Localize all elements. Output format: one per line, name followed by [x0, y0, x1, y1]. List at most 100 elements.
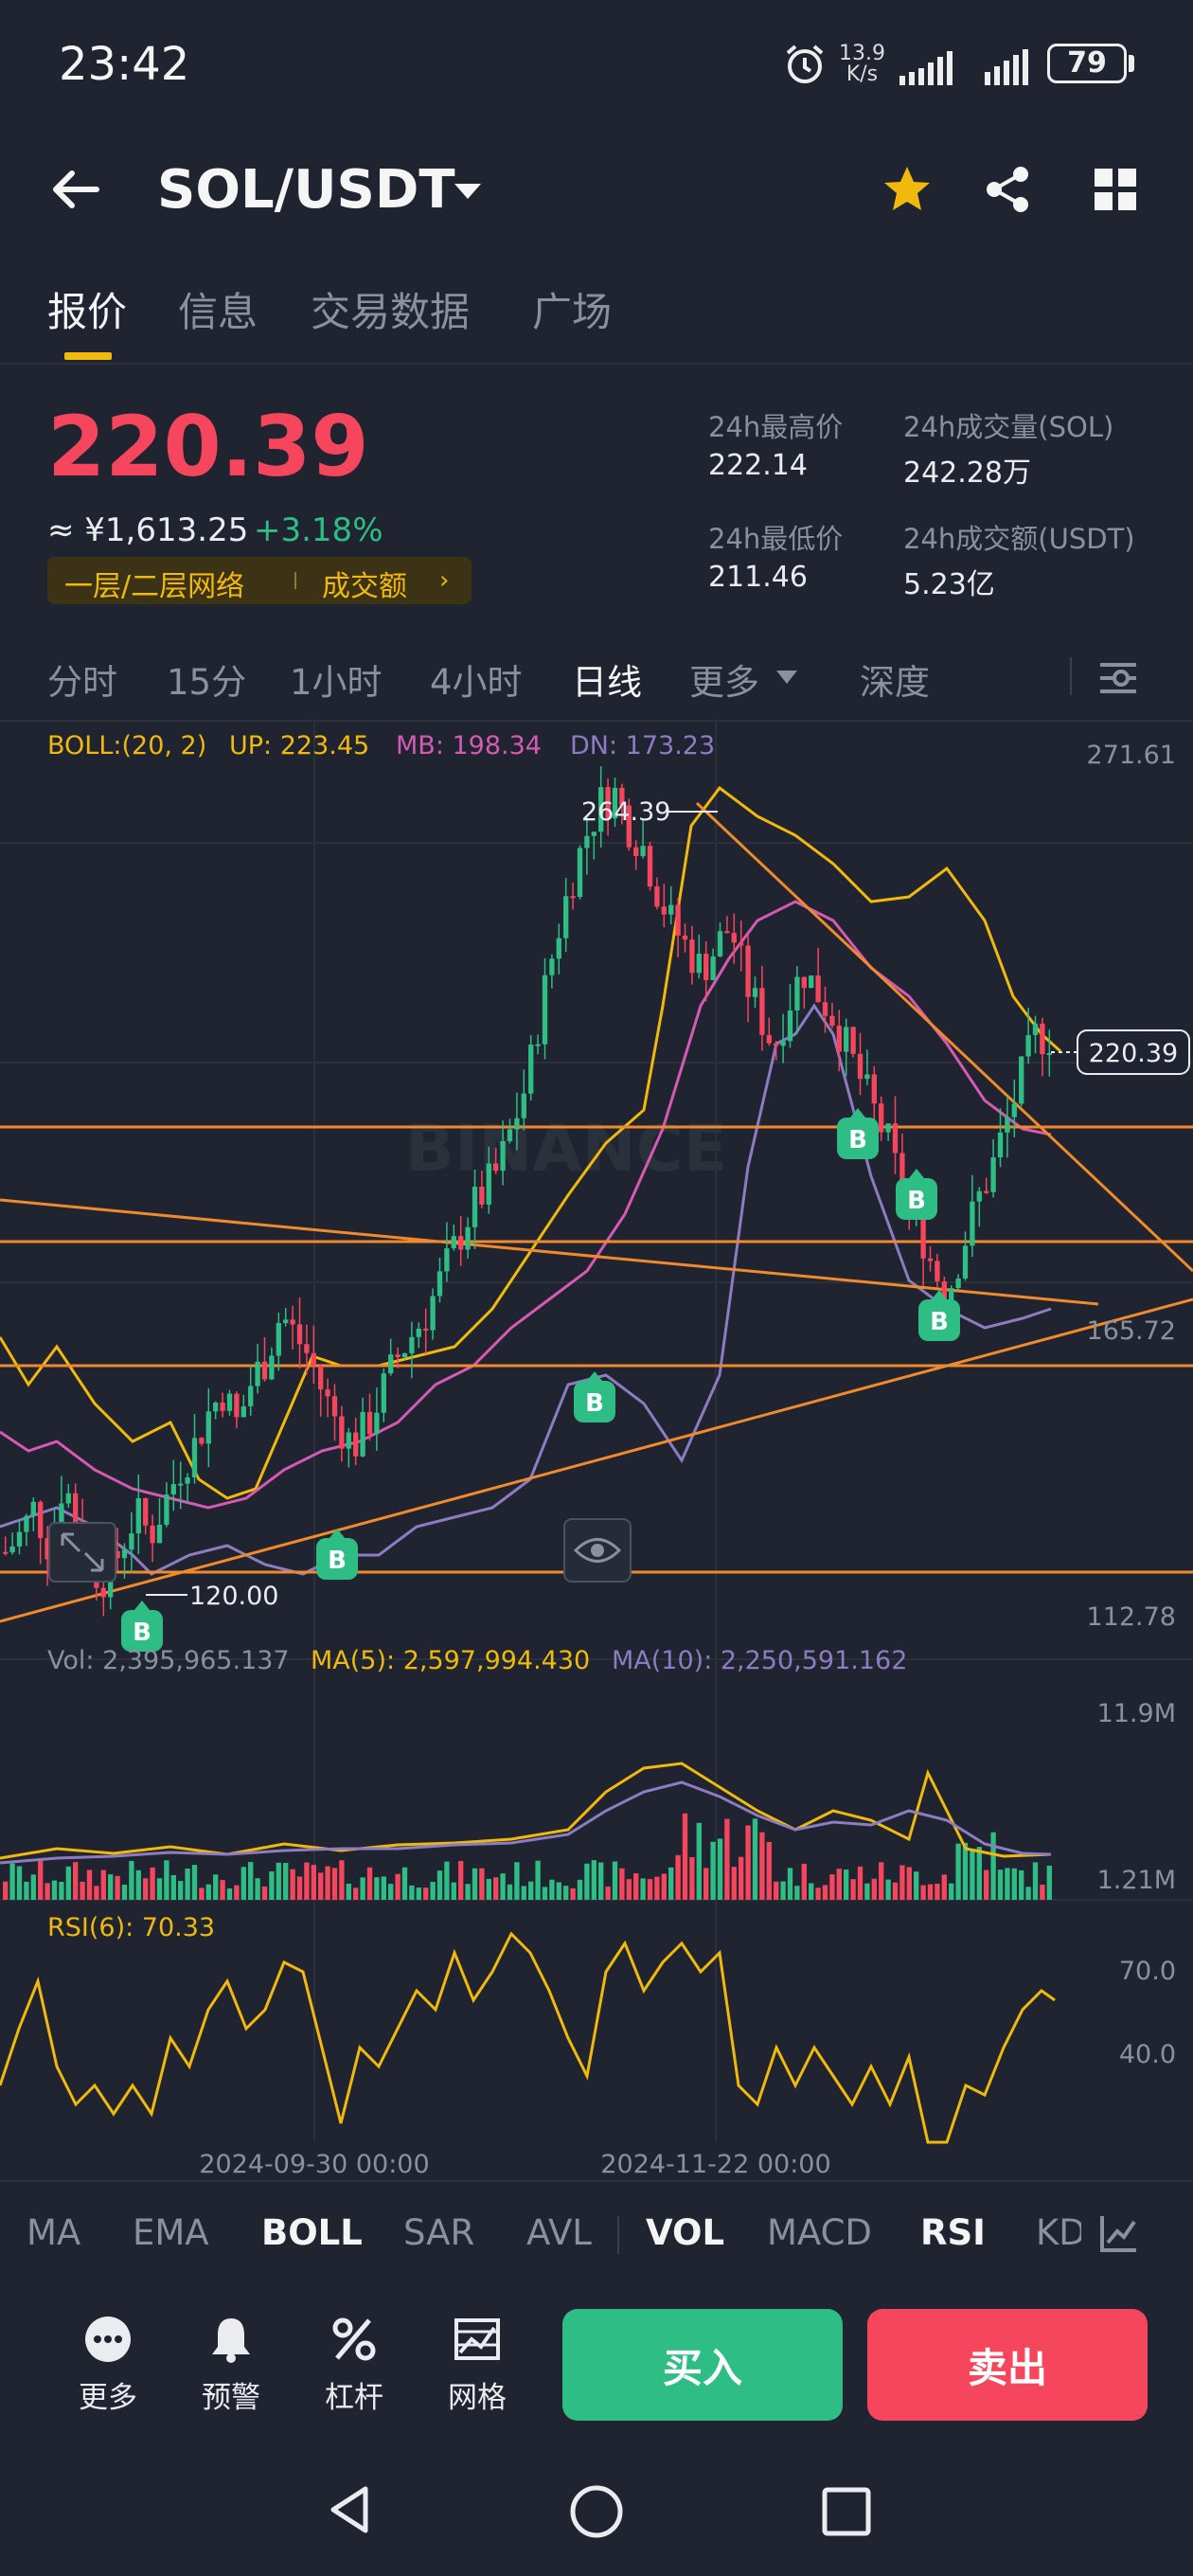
- candle-body: [24, 1515, 29, 1532]
- tag-bar[interactable]: [47, 557, 472, 604]
- trend-downward: [0, 1198, 1099, 1306]
- candle-body: [935, 1261, 940, 1281]
- trading-pair-title[interactable]: SOL/USDT: [157, 159, 455, 221]
- indicator-tab-vol[interactable]: VOL: [646, 2212, 725, 2253]
- candle-body: [205, 1411, 211, 1444]
- svg-text:B: B: [907, 1187, 926, 1215]
- action-more-label[interactable]: 更多: [79, 2381, 137, 2415]
- candle-body: [514, 1118, 520, 1130]
- volume-bar: [30, 1874, 36, 1900]
- sell-button[interactable]: 卖出: [867, 2309, 1148, 2421]
- indicator-tab-sar[interactable]: SAR: [403, 2212, 475, 2253]
- price-chart[interactable]: BINANCE 220.39 271.61 165.72 112.78 264.…: [0, 722, 1193, 2180]
- volume-bar: [1005, 1868, 1010, 1900]
- indicator-tab-ma[interactable]: MA: [27, 2212, 81, 2253]
- volume-bar: [731, 1867, 737, 1900]
- volume-bar: [395, 1873, 401, 1900]
- leverage-icon[interactable]: [329, 2315, 379, 2364]
- candle-body: [185, 1476, 190, 1484]
- stat-vol-usdt-label: 24h成交额(USDT): [903, 523, 1135, 555]
- candle-body: [829, 1015, 835, 1027]
- bell-icon[interactable]: [206, 2315, 256, 2364]
- volume-bar: [115, 1875, 120, 1900]
- chevron-right-icon[interactable]: ›: [439, 566, 450, 595]
- tab-trading-data[interactable]: 交易数据: [311, 289, 471, 335]
- volume-bar: [331, 1868, 338, 1900]
- candle-body: [388, 1354, 394, 1374]
- candle-body: [1019, 1056, 1024, 1104]
- candle-body: [542, 975, 548, 1045]
- tab-active-indicator: [64, 352, 112, 360]
- volume-bar: [296, 1876, 303, 1900]
- volume-bar: [774, 1881, 779, 1900]
- candle-body: [276, 1323, 281, 1356]
- action-leverage-label[interactable]: 杠杆: [325, 2381, 383, 2415]
- stat-vol-sol-label: 24h成交量(SOL): [903, 411, 1114, 443]
- signal-icon: [985, 49, 1028, 85]
- layout-grid-icon[interactable]: [1093, 167, 1138, 212]
- tag-network[interactable]: 一层/二层网络: [64, 570, 245, 603]
- volume-bar: [234, 1885, 240, 1900]
- chevron-down-icon[interactable]: [775, 669, 799, 686]
- chevron-down-icon[interactable]: [453, 180, 483, 203]
- interval-more[interactable]: 更多: [689, 662, 759, 703]
- svg-text:B: B: [585, 1389, 604, 1418]
- volume-bar: [941, 1874, 947, 1900]
- stat-vol-usdt-value: 5.23亿: [903, 568, 995, 601]
- volume-bar: [563, 1886, 569, 1900]
- more-icon[interactable]: [83, 2315, 133, 2364]
- tab-square[interactable]: 广场: [532, 289, 613, 335]
- divider: [1070, 657, 1072, 695]
- volume-bar: [436, 1870, 443, 1900]
- candle-body: [955, 1279, 961, 1289]
- interval-1h[interactable]: 1小时: [290, 662, 383, 703]
- volume-bar: [794, 1886, 800, 1900]
- candle-body: [240, 1405, 246, 1418]
- interval-4h[interactable]: 4小时: [430, 662, 523, 703]
- interval-15m[interactable]: 15分: [167, 662, 247, 703]
- nav-home-icon[interactable]: [568, 2483, 625, 2540]
- action-grid-label[interactable]: 网格: [448, 2381, 507, 2415]
- tag-volume[interactable]: 成交额: [322, 570, 407, 603]
- interval-1d[interactable]: 日线: [572, 662, 642, 703]
- tab-quote[interactable]: 报价: [47, 289, 128, 335]
- indicator-tab-kd[interactable]: KD: [1036, 2212, 1081, 2253]
- action-alert-label[interactable]: 预警: [202, 2381, 260, 2415]
- candle-body: [899, 1153, 905, 1202]
- indicator-tab-avl[interactable]: AVL: [526, 2212, 592, 2253]
- candle-body: [121, 1549, 128, 1559]
- candle-body: [787, 1010, 793, 1042]
- candle-body: [16, 1531, 23, 1547]
- buy-button[interactable]: 买入: [562, 2309, 843, 2421]
- indicator-tab-ema[interactable]: EMA: [133, 2212, 209, 2253]
- grid-trading-icon[interactable]: [453, 2315, 502, 2364]
- boll-label: BOLL:(20, 2): [47, 731, 206, 760]
- expand-chart-icon[interactable]: [48, 1522, 116, 1583]
- favorite-star-icon[interactable]: [881, 163, 934, 216]
- volume-bar: [542, 1887, 548, 1900]
- candle-body: [269, 1355, 275, 1380]
- drawing-tools-icon[interactable]: [1098, 2212, 1140, 2254]
- nav-recent-apps-icon[interactable]: [820, 2485, 873, 2538]
- indicator-tab-boll[interactable]: BOLL: [261, 2212, 363, 2253]
- volume-bar: [949, 1883, 954, 1900]
- visibility-eye-icon[interactable]: [563, 1518, 632, 1583]
- indicator-tab-macd[interactable]: MACD: [767, 2212, 872, 2253]
- volume-bar: [472, 1868, 478, 1900]
- interval-time-share[interactable]: 分时: [47, 662, 117, 703]
- volume-bar: [899, 1865, 905, 1900]
- candle-body: [465, 1226, 471, 1250]
- interval-depth[interactable]: 深度: [860, 662, 930, 703]
- candle-body: [283, 1319, 289, 1324]
- share-icon[interactable]: [981, 163, 1034, 216]
- volume-bar: [150, 1867, 155, 1900]
- chart-settings-icon[interactable]: [1096, 657, 1140, 699]
- volume-bar: [346, 1883, 351, 1900]
- divider: [0, 2180, 1193, 2182]
- tab-info[interactable]: 信息: [178, 289, 258, 335]
- candle-body: [885, 1123, 891, 1133]
- back-arrow-icon[interactable]: [47, 161, 104, 218]
- nav-back-icon[interactable]: [322, 2481, 379, 2538]
- battery-level: 79: [1067, 46, 1107, 80]
- indicator-tab-rsi[interactable]: RSI: [920, 2212, 986, 2253]
